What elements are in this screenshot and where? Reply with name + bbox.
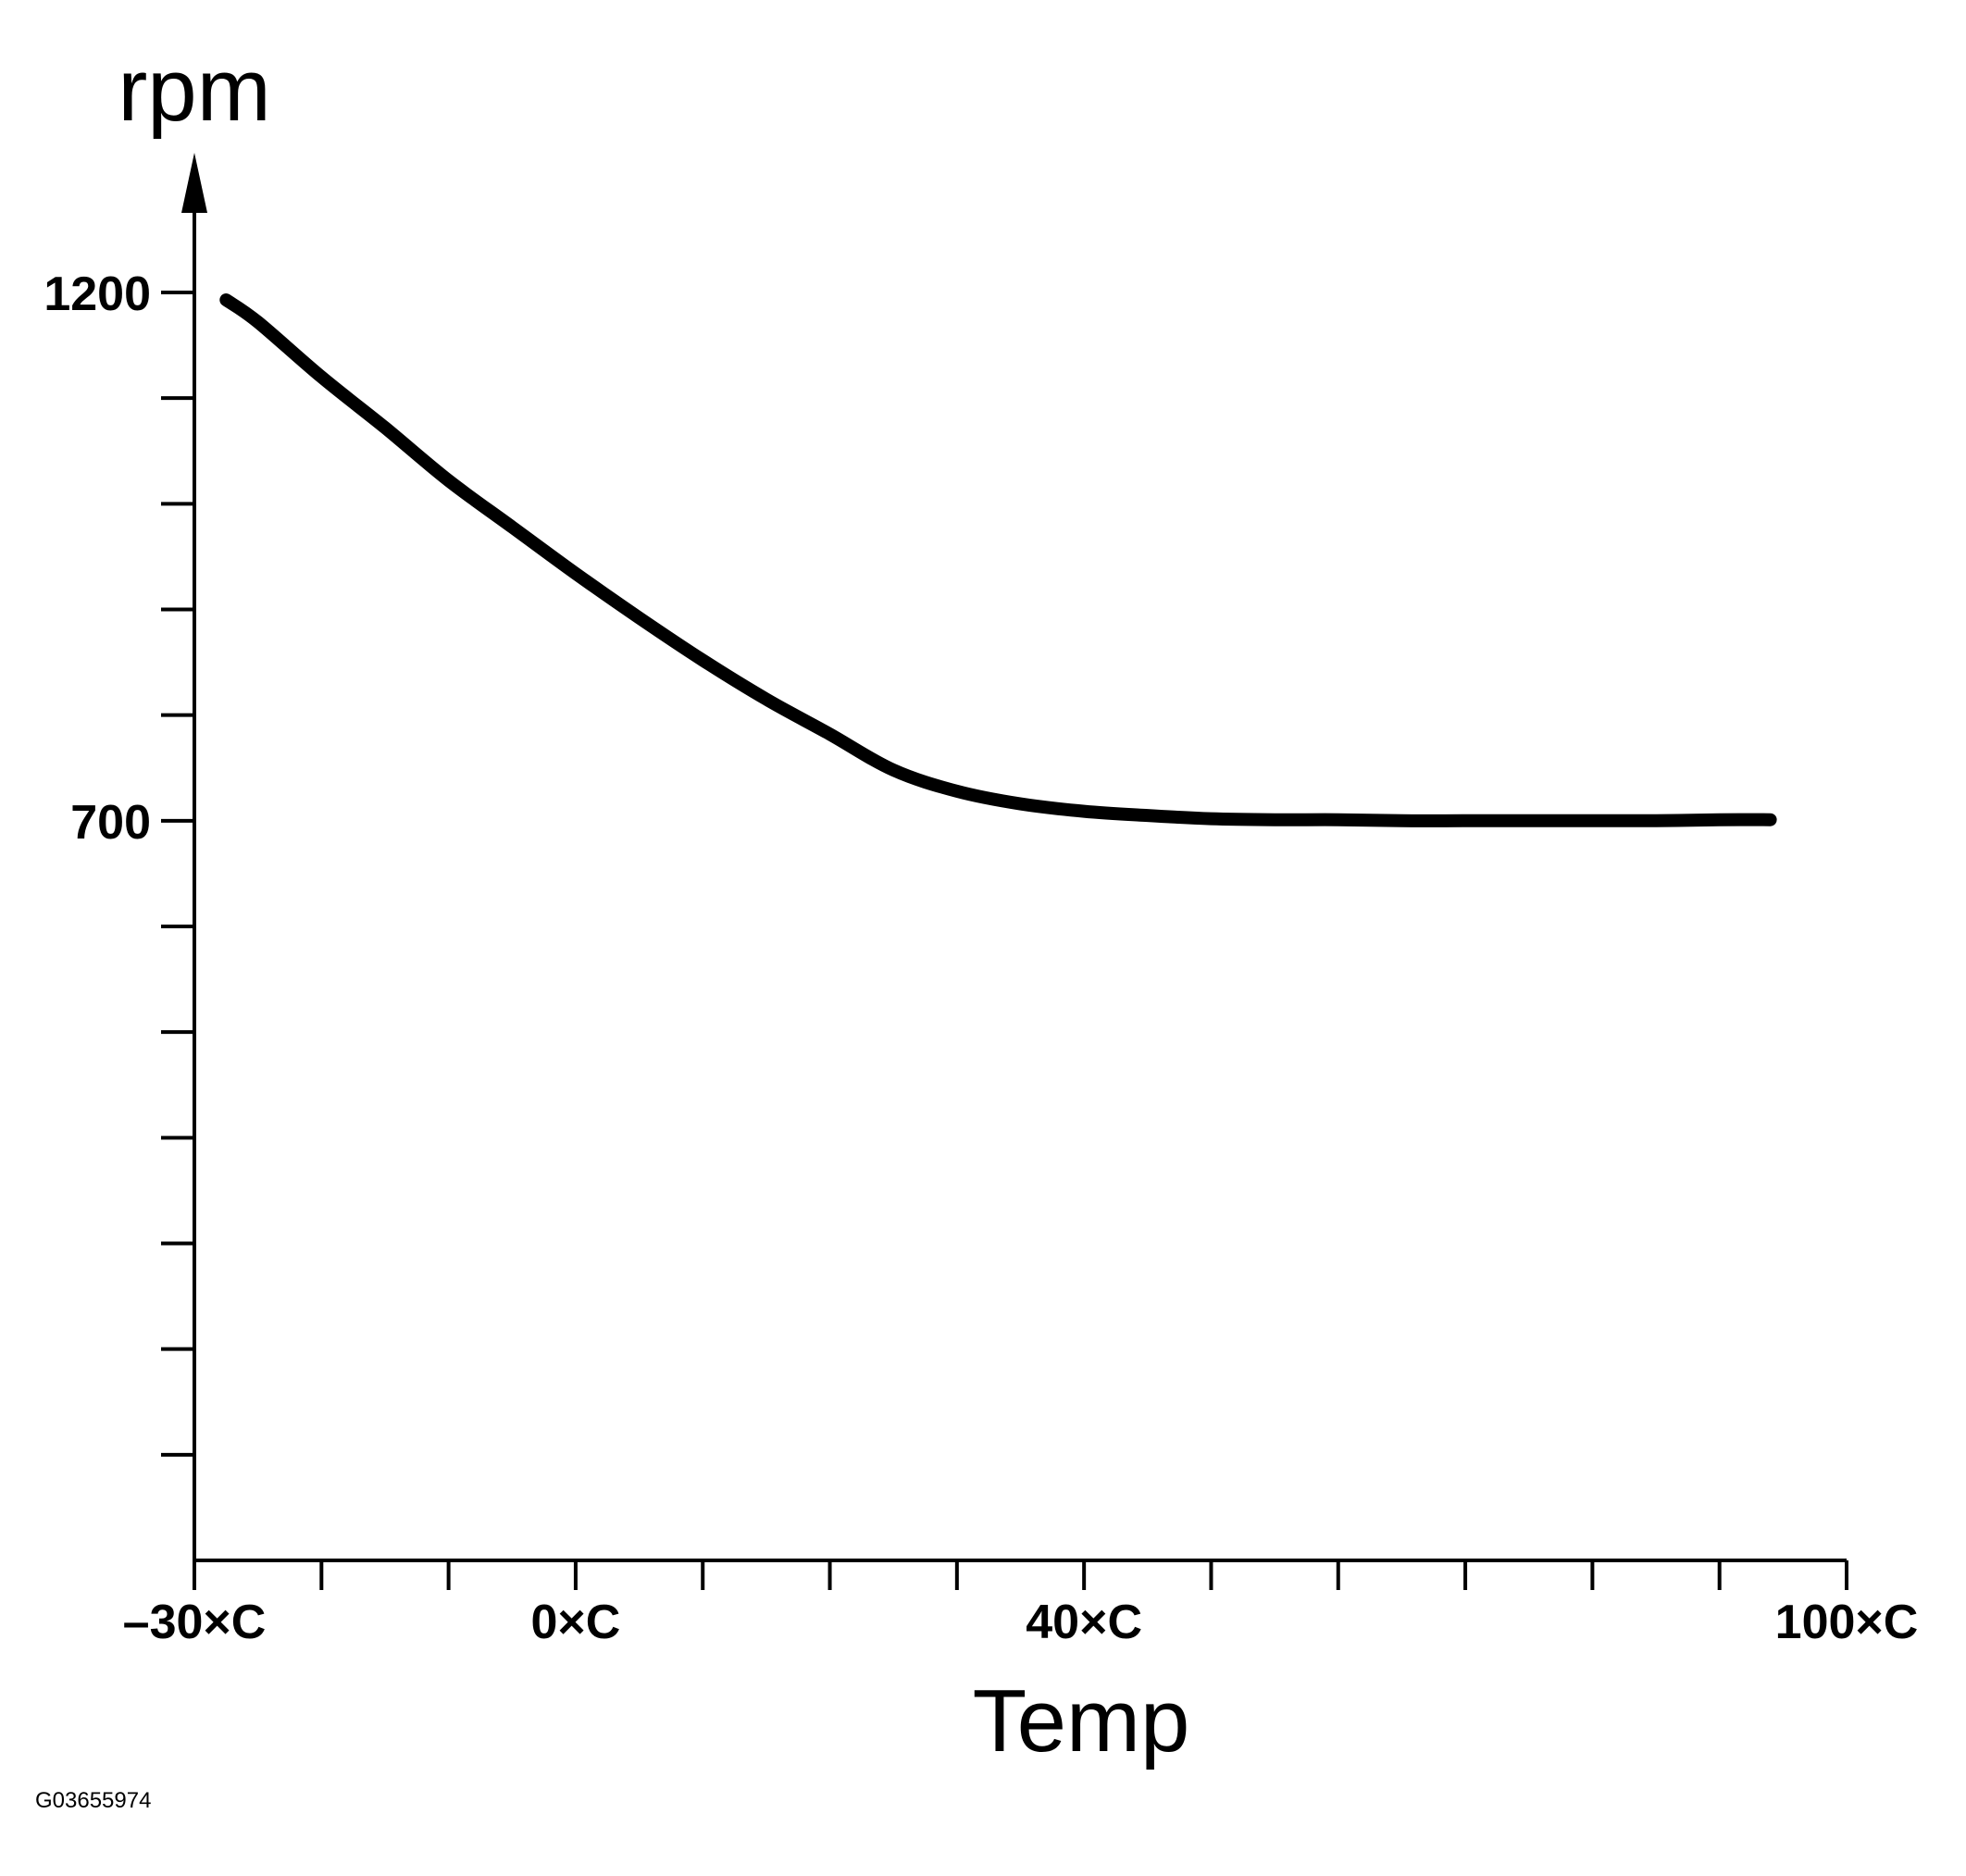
x-tick-label: 40×C <box>1026 1596 1142 1649</box>
axes <box>181 153 1847 1562</box>
ticks: 1200 700 –30×C 0×C 40×C 100×C <box>44 267 1918 1649</box>
x-tick-label: –30×C <box>123 1596 267 1649</box>
y-axis-title: rpm <box>118 41 270 140</box>
series-line-0 <box>219 293 1777 827</box>
y-tick-label: 700 <box>70 796 151 850</box>
x-tick-label: 0×C <box>531 1596 621 1649</box>
series-layer <box>219 293 1777 827</box>
y-axis-arrowhead <box>181 153 207 213</box>
x-tick-label: 100×C <box>1775 1596 1919 1649</box>
figure-code: G03655974 <box>35 1788 151 1813</box>
x-axis-title: Temp <box>973 1671 1190 1770</box>
y-tick-label: 1200 <box>44 267 151 321</box>
